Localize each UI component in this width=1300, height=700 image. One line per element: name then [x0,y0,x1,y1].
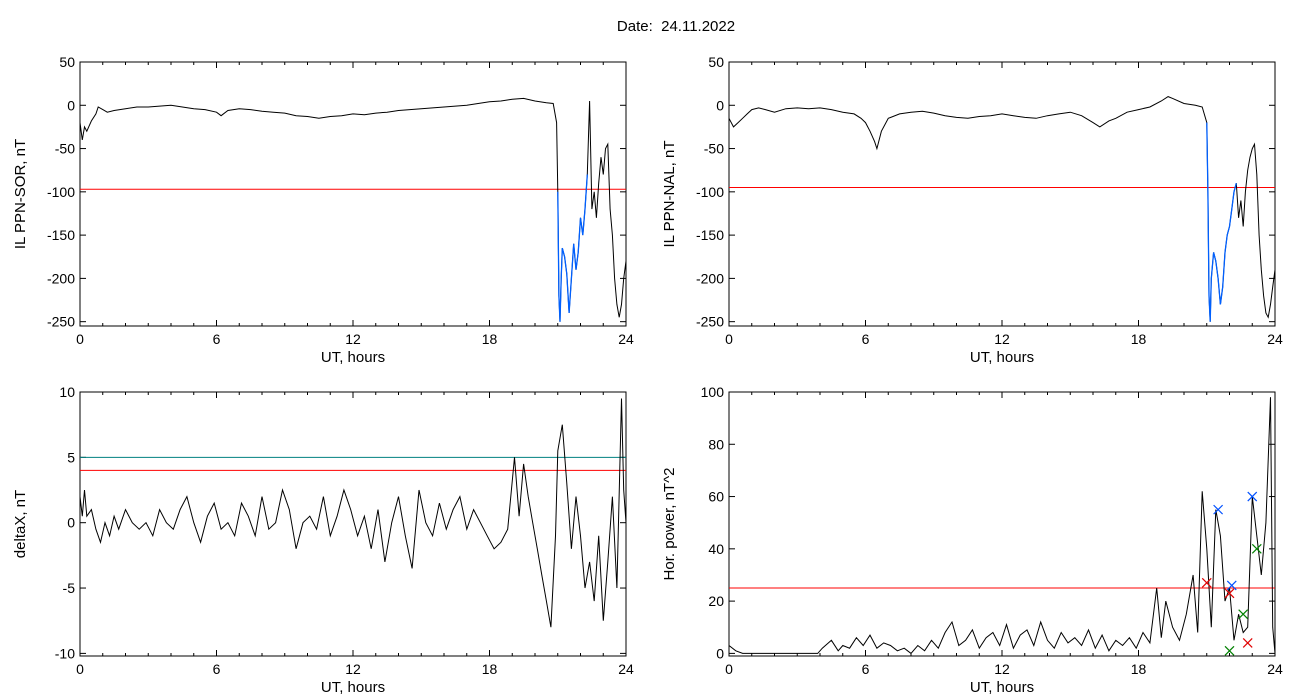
y-tick-label: -5 [63,580,76,596]
y-tick-label: 0 [716,645,724,661]
marker-blue [1247,491,1258,502]
x-tick-label: 0 [725,661,733,677]
panel-hor-power: 0 6 12 18 24 100 80 60 40 20 0 UT, hours Hor. power,… [661,384,1283,696]
y-tick-label: -250 [47,314,75,330]
plot-area [729,96,1275,322]
series-highlight [1206,122,1237,322]
marker-stroke [1238,609,1249,620]
marker-green [1224,645,1235,656]
page-title: Date: 24.11.2022 [616,18,736,35]
series-highlight [557,174,588,322]
marker-red [1242,638,1253,648]
x-tick-label: 18 [1131,331,1147,347]
plot-area [80,97,626,322]
y-tick-label: -50 [704,141,724,157]
x-tick-label: 12 [345,331,361,347]
y-tick-label: 0 [67,515,75,531]
x-tick-label: 18 [482,661,498,677]
plot-frame [728,391,1276,657]
x-tick-label: 0 [725,331,733,347]
x-axis-label: UT, hours [321,679,385,696]
x-axis-label: UT, hours [970,679,1034,696]
y-tick-label: -200 [696,270,724,286]
marker-stroke [1224,588,1235,599]
plot-area [80,398,626,628]
y-tick-label: 100 [701,384,725,400]
y-tick-label: -150 [47,227,75,243]
y-tick-label: 60 [708,489,724,505]
panel-ppn-nal: 0 6 12 18 24 50 0 -50 -100 -150 -200 -250 UT, hours I… [661,54,1283,366]
x-axis-label: UT, hours [321,349,385,366]
y-tick-label: -50 [55,141,75,157]
panel-deltax: 0 6 12 18 24 10 5 0 -5 -10 UT, hours deltaX, nT [12,384,634,696]
x-tick-label: 18 [1131,661,1147,677]
series-line [729,397,1275,655]
marker-stroke [1224,645,1235,656]
marker-green [1251,543,1262,554]
series-line [729,96,1275,322]
x-tick-label: 24 [1267,331,1283,347]
y-axis-label: IL PPN-SOR, nT [12,139,29,249]
y-axis-label: IL PPN-NAL, nT [661,141,678,248]
x-tick-label: 0 [76,331,84,347]
marker-red [1224,588,1235,599]
y-tick-label: -150 [696,227,724,243]
marker-stroke [1226,580,1237,591]
marker-blue [1213,504,1224,515]
y-tick-label: 50 [59,54,75,70]
marker-stroke [1242,638,1253,648]
x-tick-label: 24 [618,331,634,347]
x-tick-label: 12 [345,661,361,677]
series-line [80,97,626,322]
y-tick-label: 50 [708,54,724,70]
y-axis-label: deltaX, nT [12,490,29,558]
y-tick-label: -250 [696,314,724,330]
marker-stroke [1201,577,1212,588]
x-tick-label: 18 [482,331,498,347]
x-tick-label: 12 [994,331,1010,347]
plot-area [729,397,1275,656]
x-tick-label: 6 [862,331,870,347]
series-line [80,398,626,628]
x-tick-label: 24 [1267,661,1283,677]
y-tick-label: -100 [47,184,75,200]
plot-frame [79,391,627,657]
x-tick-label: 12 [994,661,1010,677]
marker-stroke [1247,491,1258,502]
marker-stroke [1213,504,1224,515]
y-axis-label: Hor. power, nT^2 [661,468,678,581]
y-tick-label: -200 [47,270,75,286]
marker-blue [1226,580,1237,591]
x-tick-label: 6 [213,661,221,677]
y-tick-label: 5 [67,449,75,465]
x-tick-label: 6 [213,331,221,347]
y-tick-label: 80 [708,436,724,452]
x-tick-label: 6 [862,661,870,677]
panel-ppn-sor: 0 6 12 18 24 50 0 -50 -100 -150 -200 -250 UT, hours I… [12,54,634,366]
y-tick-label: 0 [716,97,724,113]
y-tick-label: -10 [55,645,75,661]
plot-frame [79,61,627,327]
marker-green [1238,609,1249,620]
x-tick-label: 24 [618,661,634,677]
plot-frame [728,61,1276,327]
marker-red [1201,577,1212,588]
y-tick-label: 0 [67,97,75,113]
marker-stroke [1251,543,1262,554]
y-tick-label: 20 [708,593,724,609]
x-axis-label: UT, hours [970,349,1034,366]
x-tick-label: 0 [76,661,84,677]
y-tick-label: 40 [708,541,724,557]
y-tick-label: -100 [696,184,724,200]
y-tick-label: 10 [59,384,75,400]
